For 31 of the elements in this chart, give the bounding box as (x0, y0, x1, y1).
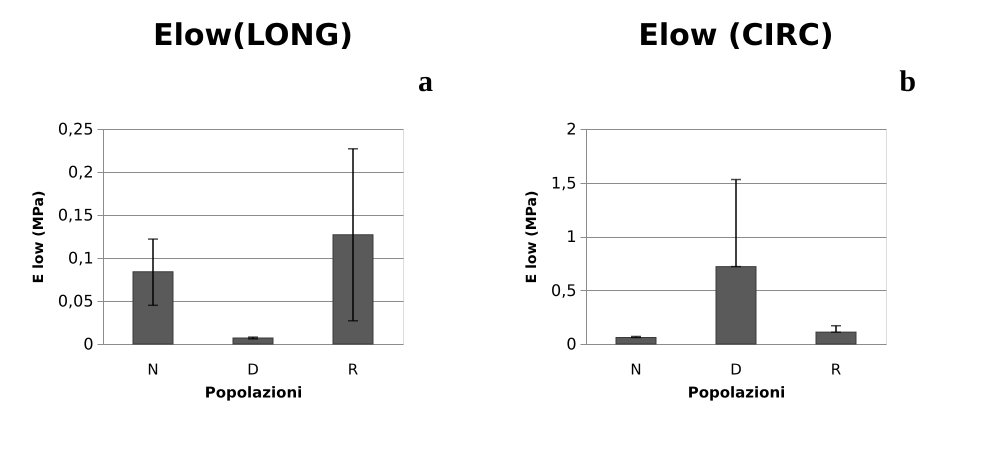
bar (716, 266, 756, 344)
y-tick-label: 0,15 (58, 206, 94, 224)
y-axis-title: E low (MPa) (524, 190, 540, 284)
bar (816, 332, 856, 344)
x-tick-label: D (247, 360, 259, 378)
x-tick-label: D (730, 360, 742, 378)
bar (132, 271, 174, 344)
chart-title: Elow (CIRC) (638, 18, 834, 53)
bar (232, 337, 274, 344)
y-tick-label: 0,2 (68, 162, 94, 182)
y-tick-label: 2 (566, 120, 576, 138)
y-tick-label: 0,1 (68, 248, 94, 268)
y-tick-label: 1,5 (551, 173, 576, 192)
y-tick-label: 0 (83, 334, 94, 354)
text: b (899, 65, 916, 98)
chart-title: Elow(LONG) (153, 18, 353, 53)
y-tick-label: 0,25 (58, 120, 94, 138)
y-tick-label: 1 (566, 227, 576, 246)
y-tick-label: 0,5 (551, 280, 576, 300)
x-tick-label: N (630, 360, 642, 378)
y-tick-label: 0,05 (58, 292, 94, 310)
bar (616, 337, 656, 344)
x-tick-label: N (147, 360, 159, 378)
bar (332, 234, 374, 344)
x-axis-title: Popolazioni (688, 384, 786, 402)
y-axis-title: E low (MPa) (30, 190, 47, 284)
x-tick-label: R (348, 360, 358, 378)
y-tick-label: 0 (566, 334, 576, 354)
x-axis-title: Popolazioni (204, 384, 302, 402)
text: a (418, 65, 433, 98)
x-tick-label: R (830, 360, 842, 378)
